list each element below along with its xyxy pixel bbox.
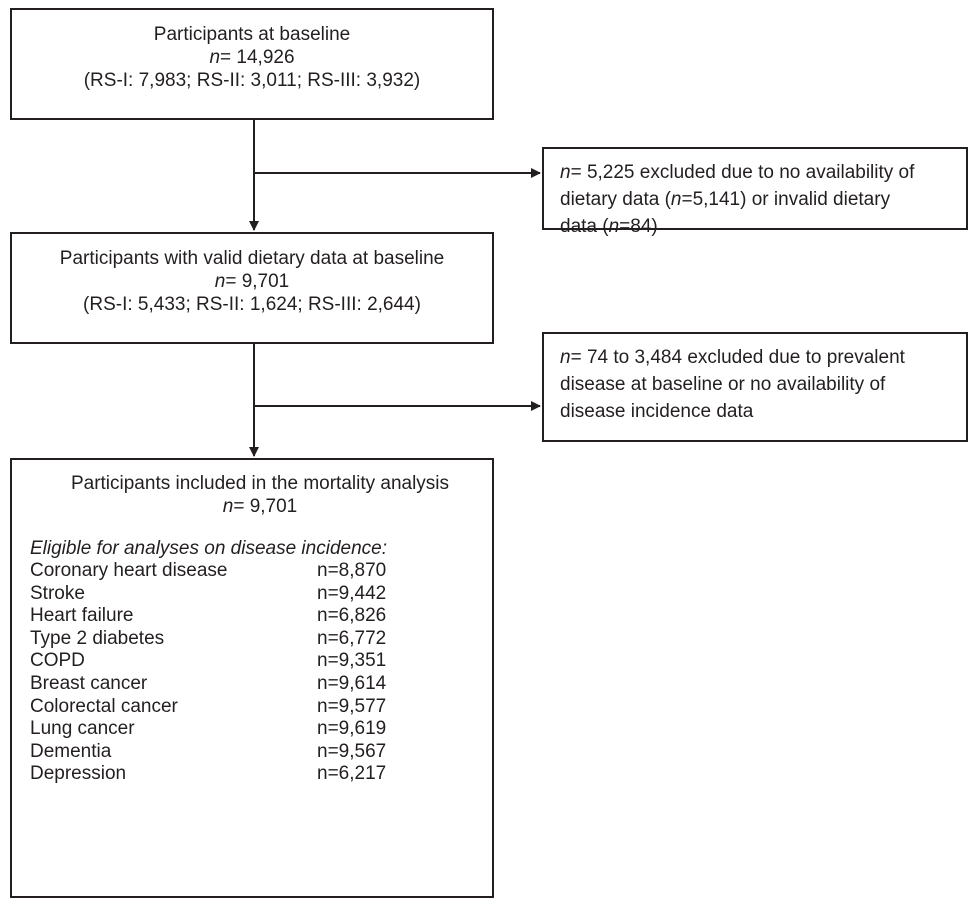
valid-count: n= 9,701: [214, 271, 290, 292]
outcome-count: n=9,619: [317, 718, 387, 740]
outcome-row: Coronary heart disease n=8,870: [30, 560, 492, 583]
final-title: Participants included in the mortality a…: [70, 473, 450, 494]
valid-breakdown: (RS-I: 5,433; RS-II: 1,624; RS-III: 2,64…: [83, 294, 421, 315]
outcome-label: Coronary heart disease: [30, 560, 228, 581]
exclusion2-line2: disease at baseline or no availability o…: [560, 374, 886, 395]
outcome-count: n=9,567: [317, 740, 387, 762]
outcome-count: n=6,826: [317, 605, 387, 627]
outcome-row: Heart failure n=6,826: [30, 605, 492, 628]
final-header: Participants included in the mortality a…: [30, 472, 490, 518]
outcome-count: n=9,442: [317, 582, 387, 604]
outcome-row: Type 2 diabetes n=6,772: [30, 628, 492, 651]
outcome-label: Depression: [30, 763, 127, 785]
box-exclusion-dietary: n= 5,225 excluded due to no availability…: [542, 147, 968, 237]
outcome-label: Dementia: [30, 740, 112, 762]
outcome-label: Heart failure: [30, 605, 134, 627]
outcome-count: n=9,351: [317, 650, 387, 672]
outcome-row: Breast cancer n=9,614: [30, 673, 492, 696]
valid-title: Participants with valid dietary data at …: [59, 248, 445, 269]
outcome-row: Lung cancer n=9,619: [30, 718, 492, 741]
exclusion2-line3: disease incidence data: [560, 401, 754, 422]
outcome-row: Depression n=6,217: [30, 763, 492, 786]
baseline-breakdown: (RS-I: 7,983; RS-II: 3,011; RS-III: 3,93…: [83, 70, 421, 91]
outcome-label: Colorectal cancer: [30, 695, 178, 717]
box-exclusion-prevalent: n= 74 to 3,484 excluded due to prevalent…: [542, 332, 968, 442]
box-participants-baseline: Participants at baseline n= 14,926 (RS-I…: [10, 8, 494, 120]
exclusion1-line3: data (n=84): [560, 216, 658, 237]
outcome-label: COPD: [30, 650, 85, 672]
baseline-title: Participants at baseline: [153, 24, 351, 45]
outcome-count: n=9,614: [317, 672, 387, 694]
outcome-row: COPD n=9,351: [30, 650, 492, 673]
outcome-row: Stroke n=9,442: [30, 583, 492, 606]
outcome-label: Breast cancer: [30, 672, 148, 694]
box-final-analysis: Participants included in the mortality a…: [10, 458, 494, 898]
exclusion1-line2: dietary data (n=5,141) or invalid dietar…: [560, 189, 891, 210]
box-valid-dietary: Participants with valid dietary data at …: [10, 232, 494, 344]
outcome-count: n=6,217: [317, 763, 387, 785]
outcome-list: Coronary heart disease n=8,870 Stroke n=9,4…: [30, 560, 492, 786]
outcome-count: n=6,772: [317, 627, 387, 649]
outcome-count: n=8,870: [317, 560, 387, 581]
outcome-row: Colorectal cancer n=9,577: [30, 696, 492, 719]
outcome-count: n=9,577: [317, 695, 387, 717]
exclusion2-line1: n= 74 to 3,484 excluded due to prevalent: [560, 347, 905, 368]
baseline-count: n= 14,926: [209, 47, 295, 68]
outcome-row: Dementia n=9,567: [30, 741, 492, 764]
exclusion1-line1: n= 5,225 excluded due to no availability…: [560, 162, 915, 183]
outcome-label: Lung cancer: [30, 718, 135, 740]
final-count: n= 9,701: [222, 496, 298, 517]
outcome-label: Stroke: [30, 582, 85, 604]
outcome-label: Type 2 diabetes: [30, 627, 165, 649]
eligible-heading: Eligible for analyses on disease inciden…: [30, 538, 387, 559]
